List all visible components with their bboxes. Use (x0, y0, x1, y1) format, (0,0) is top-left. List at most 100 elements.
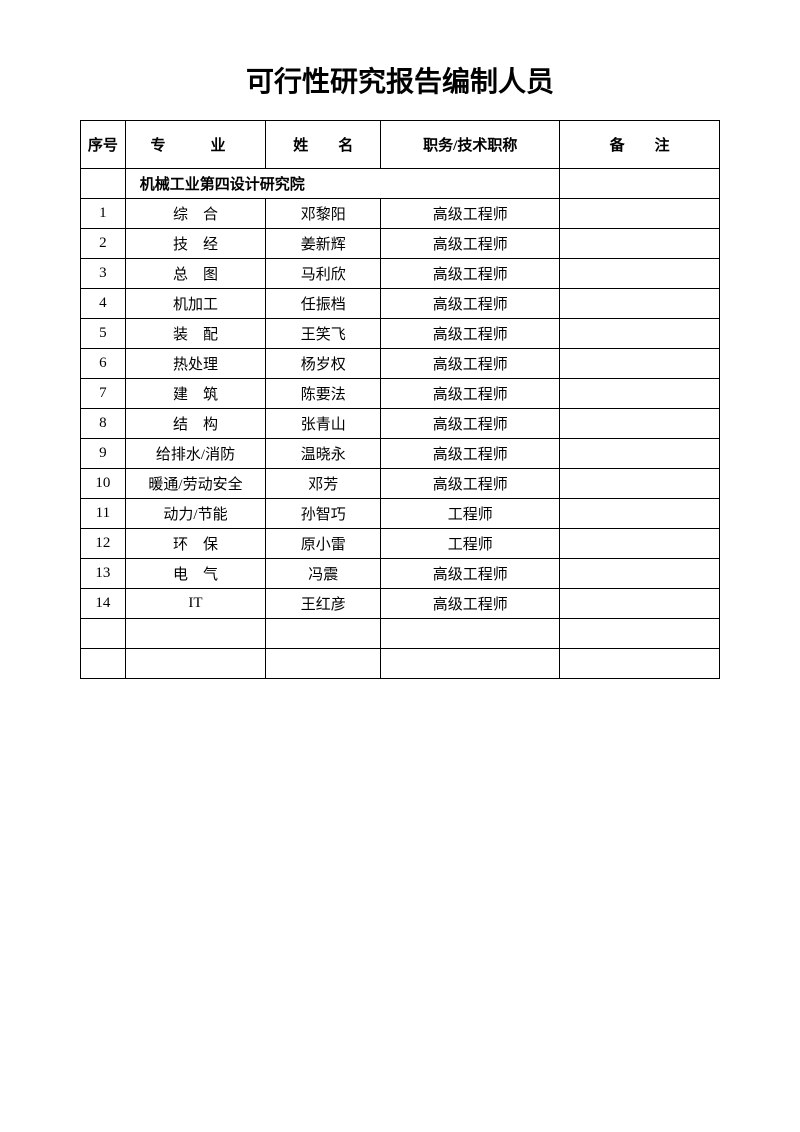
cell-title: 高级工程师 (381, 409, 560, 439)
cell-seq: 6 (81, 349, 126, 379)
table-row-empty (81, 649, 720, 679)
table-row: 14IT王红彦高级工程师 (81, 589, 720, 619)
cell-remark (560, 259, 720, 289)
cell-seq: 2 (81, 229, 126, 259)
cell-name: 邓黎阳 (266, 199, 381, 229)
cell-remark (560, 409, 720, 439)
cell-major: 热处理 (125, 349, 266, 379)
cell-title: 高级工程师 (381, 559, 560, 589)
cell-name: 马利欣 (266, 259, 381, 289)
cell-empty (125, 619, 266, 649)
cell-seq: 10 (81, 469, 126, 499)
section-remark (560, 169, 720, 199)
cell-remark (560, 229, 720, 259)
cell-seq: 4 (81, 289, 126, 319)
table-row: 1综 合邓黎阳高级工程师 (81, 199, 720, 229)
cell-empty (125, 649, 266, 679)
cell-name: 姜新辉 (266, 229, 381, 259)
cell-title: 高级工程师 (381, 379, 560, 409)
header-name: 姓 名 (266, 121, 381, 169)
cell-remark (560, 589, 720, 619)
table-row: 3总 图马利欣高级工程师 (81, 259, 720, 289)
cell-empty (381, 649, 560, 679)
cell-major: 给排水/消防 (125, 439, 266, 469)
cell-major: 技 经 (125, 229, 266, 259)
cell-empty (266, 649, 381, 679)
cell-seq: 14 (81, 589, 126, 619)
section-row: 机械工业第四设计研究院 (81, 169, 720, 199)
section-seq (81, 169, 126, 199)
cell-title: 高级工程师 (381, 469, 560, 499)
cell-remark (560, 559, 720, 589)
cell-name: 冯震 (266, 559, 381, 589)
cell-name: 原小雷 (266, 529, 381, 559)
cell-major: IT (125, 589, 266, 619)
table-row: 8结 构张青山高级工程师 (81, 409, 720, 439)
cell-major: 综 合 (125, 199, 266, 229)
cell-major: 环 保 (125, 529, 266, 559)
cell-name: 邓芳 (266, 469, 381, 499)
cell-title: 高级工程师 (381, 229, 560, 259)
cell-seq: 9 (81, 439, 126, 469)
cell-name: 任振档 (266, 289, 381, 319)
table-row-empty (81, 619, 720, 649)
table-row: 2技 经姜新辉高级工程师 (81, 229, 720, 259)
cell-seq: 3 (81, 259, 126, 289)
cell-name: 孙智巧 (266, 499, 381, 529)
cell-title: 高级工程师 (381, 199, 560, 229)
cell-title: 工程师 (381, 529, 560, 559)
header-seq: 序号 (81, 121, 126, 169)
header-remark: 备 注 (560, 121, 720, 169)
cell-empty (81, 649, 126, 679)
table-row: 7建 筑陈要法高级工程师 (81, 379, 720, 409)
cell-remark (560, 529, 720, 559)
cell-remark (560, 289, 720, 319)
cell-major: 机加工 (125, 289, 266, 319)
cell-name: 王红彦 (266, 589, 381, 619)
header-major: 专 业 (125, 121, 266, 169)
cell-seq: 7 (81, 379, 126, 409)
cell-title: 高级工程师 (381, 589, 560, 619)
table-row: 4机加工任振档高级工程师 (81, 289, 720, 319)
cell-major: 暖通/劳动安全 (125, 469, 266, 499)
cell-empty (81, 619, 126, 649)
section-label: 机械工业第四设计研究院 (125, 169, 560, 199)
cell-title: 高级工程师 (381, 319, 560, 349)
table-row: 6热处理杨岁权高级工程师 (81, 349, 720, 379)
table-row: 12环 保原小雷工程师 (81, 529, 720, 559)
cell-title: 高级工程师 (381, 289, 560, 319)
cell-name: 陈要法 (266, 379, 381, 409)
table-row: 10暖通/劳动安全邓芳高级工程师 (81, 469, 720, 499)
cell-title: 高级工程师 (381, 259, 560, 289)
cell-empty (560, 649, 720, 679)
cell-empty (266, 619, 381, 649)
cell-seq: 5 (81, 319, 126, 349)
page-title: 可行性研究报告编制人员 (80, 60, 720, 100)
cell-remark (560, 499, 720, 529)
cell-major: 结 构 (125, 409, 266, 439)
cell-major: 电 气 (125, 559, 266, 589)
cell-seq: 1 (81, 199, 126, 229)
table-row: 5装 配王笑飞高级工程师 (81, 319, 720, 349)
cell-name: 王笑飞 (266, 319, 381, 349)
cell-seq: 8 (81, 409, 126, 439)
cell-remark (560, 319, 720, 349)
cell-remark (560, 199, 720, 229)
cell-major: 动力/节能 (125, 499, 266, 529)
cell-name: 杨岁权 (266, 349, 381, 379)
cell-major: 总 图 (125, 259, 266, 289)
cell-remark (560, 439, 720, 469)
cell-seq: 12 (81, 529, 126, 559)
cell-title: 高级工程师 (381, 349, 560, 379)
cell-remark (560, 349, 720, 379)
cell-title: 高级工程师 (381, 439, 560, 469)
cell-seq: 13 (81, 559, 126, 589)
cell-empty (381, 619, 560, 649)
header-title: 职务/技术职称 (381, 121, 560, 169)
cell-name: 温晓永 (266, 439, 381, 469)
cell-remark (560, 469, 720, 499)
cell-title: 工程师 (381, 499, 560, 529)
table-row: 13电 气冯震高级工程师 (81, 559, 720, 589)
cell-major: 装 配 (125, 319, 266, 349)
table-row: 11动力/节能孙智巧工程师 (81, 499, 720, 529)
